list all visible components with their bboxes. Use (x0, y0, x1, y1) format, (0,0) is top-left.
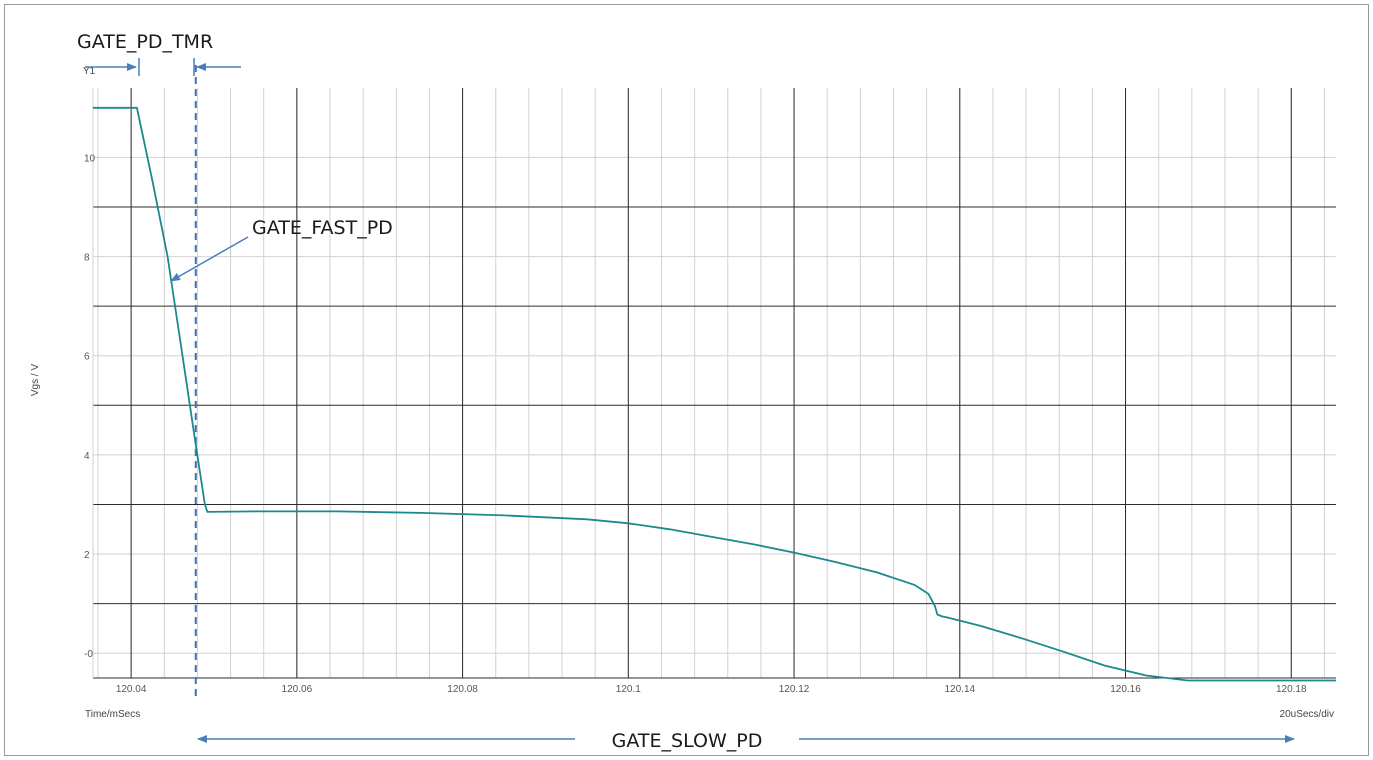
annotation-label: GATE_FAST_PD (252, 217, 393, 239)
y-tick-label: 4 (84, 451, 90, 462)
annotation-label: GATE_PD_TMR (77, 31, 213, 53)
x-axis-label: Time/mSecs (85, 709, 140, 720)
x-tick-label: 120.06 (282, 684, 313, 695)
x-tick-label: 120.14 (944, 684, 975, 695)
vgs-trace (93, 106, 1336, 682)
x-tick-label: 120.18 (1276, 684, 1307, 695)
x-tick-label: 120.08 (447, 684, 478, 695)
minor-grid (93, 88, 1336, 678)
y-tick-label: 2 (84, 550, 90, 561)
x-scale-label: 20uSecs/div (1280, 709, 1334, 720)
annotation-gate-fast-pd: GATE_FAST_PD (170, 217, 393, 282)
vgs-time-chart: 120.04 120.06 120.08 120.1 120.12 120.14 120.1… (30, 31, 1336, 752)
x-tick-label: 120.1 (616, 684, 641, 695)
annotation-gate-pd-tmr: GATE_PD_TMR (77, 31, 241, 76)
x-tick-label: 120.04 (116, 684, 147, 695)
x-tick-label: 120.12 (779, 684, 810, 695)
y-axis-label: Vgs / V (30, 364, 41, 397)
annotation-label: GATE_SLOW_PD (612, 730, 763, 752)
y-tick-labels: -0 2 4 6 8 10 (84, 153, 96, 660)
x-tick-label: 120.16 (1110, 684, 1141, 695)
y-tick-label: 8 (84, 253, 90, 264)
y-tick-label: 6 (84, 352, 90, 363)
annotation-gate-slow-pd: GATE_SLOW_PD (197, 730, 1295, 752)
annotation-arrow (170, 236, 249, 282)
y-tick-label: 10 (84, 153, 96, 164)
major-grid (92, 88, 1336, 679)
trace-label: Y1 (83, 66, 96, 77)
trace-layer (93, 106, 1336, 682)
chart-frame: 120.04 120.06 120.08 120.1 120.12 120.14 120.1… (4, 4, 1369, 756)
x-tick-labels: 120.04 120.06 120.08 120.1 120.12 120.14 120.1… (116, 684, 1307, 695)
y-tick-label: -0 (84, 649, 93, 660)
